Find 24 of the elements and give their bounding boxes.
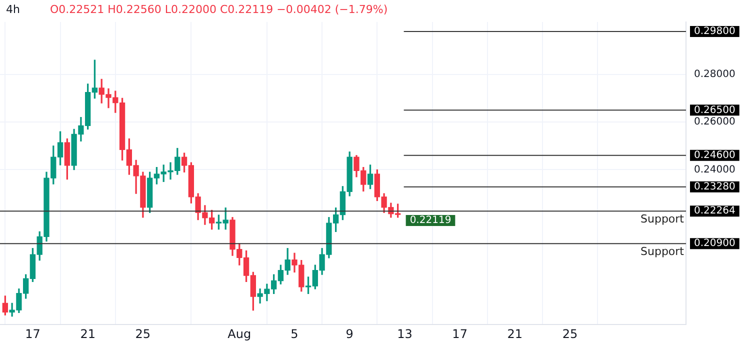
x-tick-label: 17 <box>25 326 40 341</box>
x-tick-label: 25 <box>135 326 151 341</box>
y-tick-label: 0.23280 <box>694 181 736 192</box>
chart-title: 4h <box>6 3 20 16</box>
x-tick-label: 21 <box>80 326 96 341</box>
y-tick-label: 0.20900 <box>694 238 736 250</box>
y-tick-label: 0.29800 <box>694 26 736 38</box>
x-tick-label: 9 <box>346 326 354 341</box>
ref-line-label: Support <box>640 212 685 226</box>
x-tick-label: Aug <box>228 326 252 341</box>
ref-line-label: Support <box>640 244 685 258</box>
y-tick-label: 0.28000 <box>694 69 736 80</box>
y-tick-label: 0.26000 <box>694 116 736 128</box>
y-tick-label: 0.24600 <box>694 150 736 162</box>
x-tick-label: 21 <box>507 326 523 341</box>
y-tick-label: 0.26500 <box>694 104 736 116</box>
x-tick-label: 25 <box>562 326 578 341</box>
x-tick-label: 5 <box>290 326 298 341</box>
annotation: 0.22119 <box>410 215 452 226</box>
x-tick-label: 17 <box>452 326 468 341</box>
chart-subtitle: O0.22521 H0.22560 L0.22000 C0.22119 −0.00402 (−1.79%) <box>50 3 388 16</box>
y-tick-label: 0.24000 <box>694 164 736 176</box>
x-tick-label: 13 <box>397 326 412 341</box>
y-tick-label: 0.22264 <box>694 206 736 217</box>
